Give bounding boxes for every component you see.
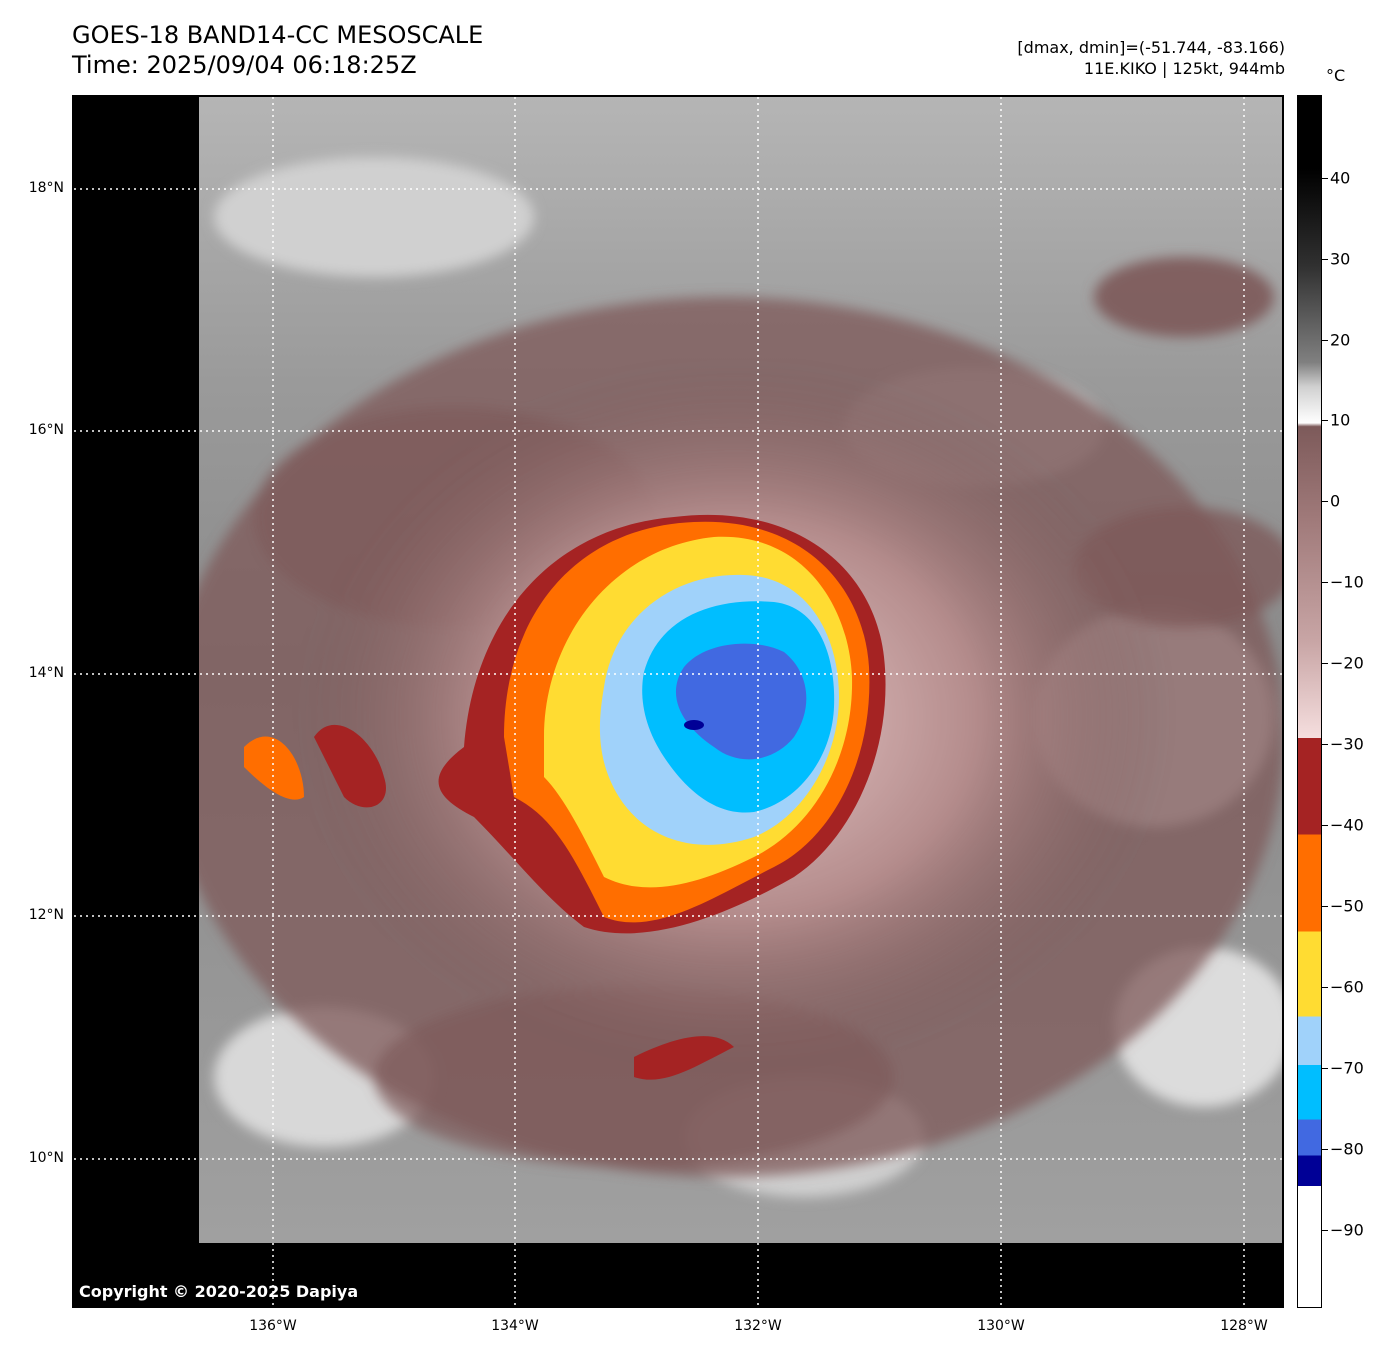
colorbar-tick bbox=[1322, 744, 1328, 745]
lat-label-10n: 10°N bbox=[28, 1150, 64, 1166]
colorbar-tick bbox=[1322, 1068, 1328, 1069]
colorbar-tick bbox=[1322, 582, 1328, 583]
colorbar-tick bbox=[1322, 1149, 1328, 1150]
storm-text: 11E.KIKO | 125kt, 944mb bbox=[1083, 59, 1285, 78]
central-dense-overcast bbox=[244, 514, 886, 1080]
colorbar-tick bbox=[1322, 501, 1328, 502]
colorbar-label-0: 0 bbox=[1330, 491, 1341, 511]
lon-label-128w: 128°W bbox=[1220, 1318, 1268, 1334]
satellite-map: Copyright © 2020-2025 Dapiya bbox=[72, 95, 1284, 1308]
colorbar-tick bbox=[1322, 1230, 1328, 1231]
lon-label-130w: 130°W bbox=[977, 1318, 1025, 1334]
colorbar-label-30: 30 bbox=[1330, 249, 1351, 269]
colorbar-label-minus80: −80 bbox=[1330, 1139, 1364, 1159]
title-line-1: GOES-18 BAND14-CC MESOSCALE bbox=[72, 21, 484, 49]
copyright-text: Copyright © 2020-2025 Dapiya bbox=[79, 1282, 359, 1301]
colorbar-unit: °C bbox=[1326, 66, 1346, 85]
colorbar-label-40: 40 bbox=[1330, 168, 1351, 188]
lon-label-132w: 132°W bbox=[734, 1318, 782, 1334]
colorbar-label-minus60: −60 bbox=[1330, 977, 1364, 997]
lat-label-16n: 16°N bbox=[28, 422, 64, 438]
colorbar-tick bbox=[1322, 420, 1328, 421]
lat-label-12n: 12°N bbox=[28, 907, 64, 923]
chart-title: GOES-18 BAND14-CC MESOSCALE Time: 2025/0… bbox=[72, 20, 483, 80]
lon-label-136w: 136°W bbox=[249, 1318, 297, 1334]
colorbar-label-minus70: −70 bbox=[1330, 1058, 1364, 1078]
colorbar-label-minus30: −30 bbox=[1330, 734, 1364, 754]
colorbar-label-10: 10 bbox=[1330, 410, 1351, 430]
left-no-data bbox=[74, 97, 199, 1306]
colorbar-label-minus40: −40 bbox=[1330, 815, 1364, 835]
colorbar-tick bbox=[1322, 663, 1328, 664]
lat-label-18n: 18°N bbox=[28, 180, 64, 196]
temperature-colorbar bbox=[1297, 95, 1322, 1308]
colorbar-tick bbox=[1322, 906, 1328, 907]
colorbar-label-minus10: −10 bbox=[1330, 572, 1364, 592]
colorbar-tick bbox=[1322, 178, 1328, 179]
colorbar-tick bbox=[1322, 340, 1328, 341]
title-line-2: Time: 2025/09/04 06:18:25Z bbox=[72, 51, 417, 79]
storm-metadata: [dmax, dmin]=(-51.744, -83.166) 11E.KIKO… bbox=[1017, 37, 1285, 79]
bottom-no-data bbox=[74, 1243, 1282, 1306]
colorbar-label-minus90: −90 bbox=[1330, 1220, 1364, 1240]
satellite-imagery bbox=[74, 97, 1282, 1306]
lon-label-134w: 134°W bbox=[491, 1318, 539, 1334]
colorbar-tick bbox=[1322, 259, 1328, 260]
colorbar-label-minus50: −50 bbox=[1330, 896, 1364, 916]
lat-label-14n: 14°N bbox=[28, 665, 64, 681]
colorbar-label-minus20: −20 bbox=[1330, 653, 1364, 673]
colorbar-tick bbox=[1322, 825, 1328, 826]
colorbar-tick bbox=[1322, 987, 1328, 988]
colorbar-label-20: 20 bbox=[1330, 330, 1351, 350]
range-text: [dmax, dmin]=(-51.744, -83.166) bbox=[1017, 38, 1285, 57]
